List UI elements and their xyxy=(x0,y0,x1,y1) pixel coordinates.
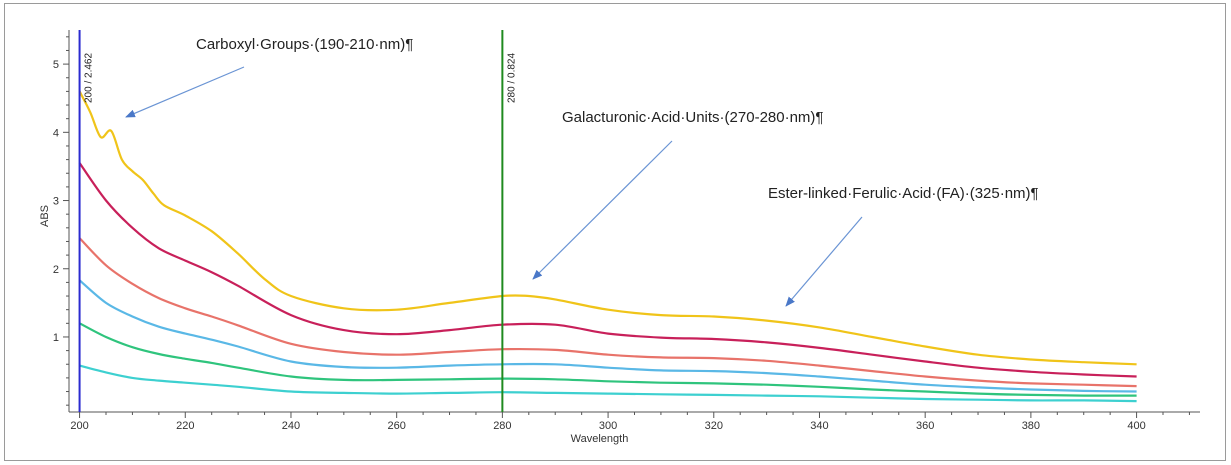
x-tick-label: 260 xyxy=(387,420,405,432)
y-tick-label: 2 xyxy=(53,264,59,276)
x-tick-label: 200 xyxy=(70,420,88,432)
x-tick-label: 220 xyxy=(176,420,194,432)
y-tick-label: 3 xyxy=(53,196,59,208)
x-tick-label: 300 xyxy=(599,420,617,432)
series-line-6 xyxy=(79,364,1137,403)
x-tick-label: 340 xyxy=(810,420,828,432)
arrow-galacturonic-acid xyxy=(532,140,673,280)
series-layer xyxy=(78,90,1137,403)
series-line-3 xyxy=(78,237,1137,388)
series-line-1 xyxy=(78,90,1137,366)
y-tick-label: 4 xyxy=(53,127,59,139)
x-tick-label: 320 xyxy=(705,420,723,432)
marker-label-280: 280 / 0.824 xyxy=(506,53,517,103)
series-line-5 xyxy=(79,322,1137,397)
series-line-2 xyxy=(78,162,1137,378)
x-tick-label: 360 xyxy=(916,420,934,432)
series-line-4 xyxy=(78,279,1137,393)
x-tick-label: 380 xyxy=(1022,420,1040,432)
arrow-carboxyl-groups xyxy=(125,66,245,118)
annotation-carboxyl-groups: Carboxyl·Groups·(190-210·nm)¶ xyxy=(196,36,413,53)
x-tick-label: 280 xyxy=(493,420,511,432)
y-axis-title: ABS xyxy=(39,205,51,227)
annotation-ferulic-acid: Ester-linked·Ferulic·Acid·(FA)·(325·nm)¶ xyxy=(768,185,1039,202)
x-axis-title: Wavelength xyxy=(571,433,629,445)
axes: 200 220 240 260 280 300 320 340 360 380 400 1 2 3 4 5 Wa… xyxy=(39,30,1200,445)
annotation-galacturonic-acid: Galacturonic·Acid·Units·(270-280·nm)¶ xyxy=(562,109,823,126)
arrow-ferulic-acid xyxy=(785,216,863,307)
x-tick-label: 240 xyxy=(282,420,300,432)
marker-layer: 200 / 2.462 280 / 0.824 xyxy=(78,30,517,412)
marker-label-200: 200 / 2.462 xyxy=(84,53,95,103)
y-tick-label: 5 xyxy=(53,59,59,71)
x-tick-label: 400 xyxy=(1127,420,1145,432)
y-tick-label: 1 xyxy=(53,332,59,344)
annotation-layer: Carboxyl·Groups·(190-210·nm)¶ Galacturon… xyxy=(125,36,1039,307)
